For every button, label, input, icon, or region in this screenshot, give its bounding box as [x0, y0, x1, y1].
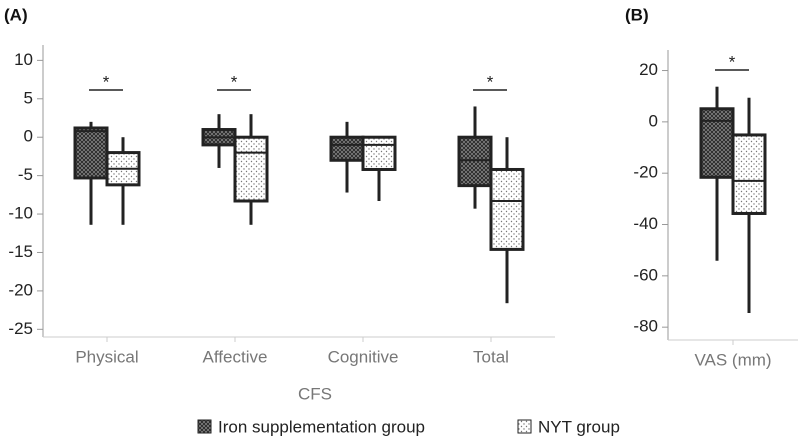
y-tick-label: 5	[24, 88, 33, 107]
box	[457, 135, 493, 188]
legend-label: Iron supplementation group	[218, 417, 425, 436]
significance-star: *	[103, 72, 110, 91]
y-tick-label: -80	[633, 317, 658, 336]
x-tick-label: Physical	[75, 347, 138, 366]
significance-star: *	[231, 72, 238, 91]
y-tick-label: -5	[18, 165, 33, 184]
y-tick-label: -20	[8, 280, 33, 299]
y-tick-label: 20	[639, 60, 658, 79]
y-tick-label: -10	[8, 204, 33, 223]
x-tick-label: Affective	[203, 347, 268, 366]
legend-swatch	[517, 419, 532, 434]
panel-label: (A)	[4, 5, 28, 24]
panel-label: (B)	[625, 5, 649, 24]
box	[489, 167, 525, 251]
x-tick-label: Cognitive	[328, 347, 399, 366]
x-tick-label: Total	[473, 347, 509, 366]
box	[361, 135, 397, 171]
y-tick-label: -15	[8, 242, 33, 261]
y-tick-label: -20	[633, 163, 658, 182]
box	[731, 133, 767, 215]
legend-swatch	[197, 419, 212, 434]
significance-star: *	[487, 72, 494, 91]
legend-label: NYT group	[538, 417, 620, 436]
x-axis-title: CFS	[298, 384, 332, 403]
box	[329, 135, 365, 162]
y-tick-label: -40	[633, 214, 658, 233]
y-tick-label: -25	[8, 319, 33, 338]
y-tick-label: 0	[649, 111, 658, 130]
box	[73, 126, 109, 180]
box	[699, 107, 735, 179]
box	[233, 135, 269, 203]
y-tick-label: 0	[24, 127, 33, 146]
y-tick-label: 10	[14, 50, 33, 69]
y-tick-label: -60	[633, 265, 658, 284]
significance-star: *	[729, 52, 736, 71]
x-tick-label: VAS (mm)	[694, 350, 771, 369]
